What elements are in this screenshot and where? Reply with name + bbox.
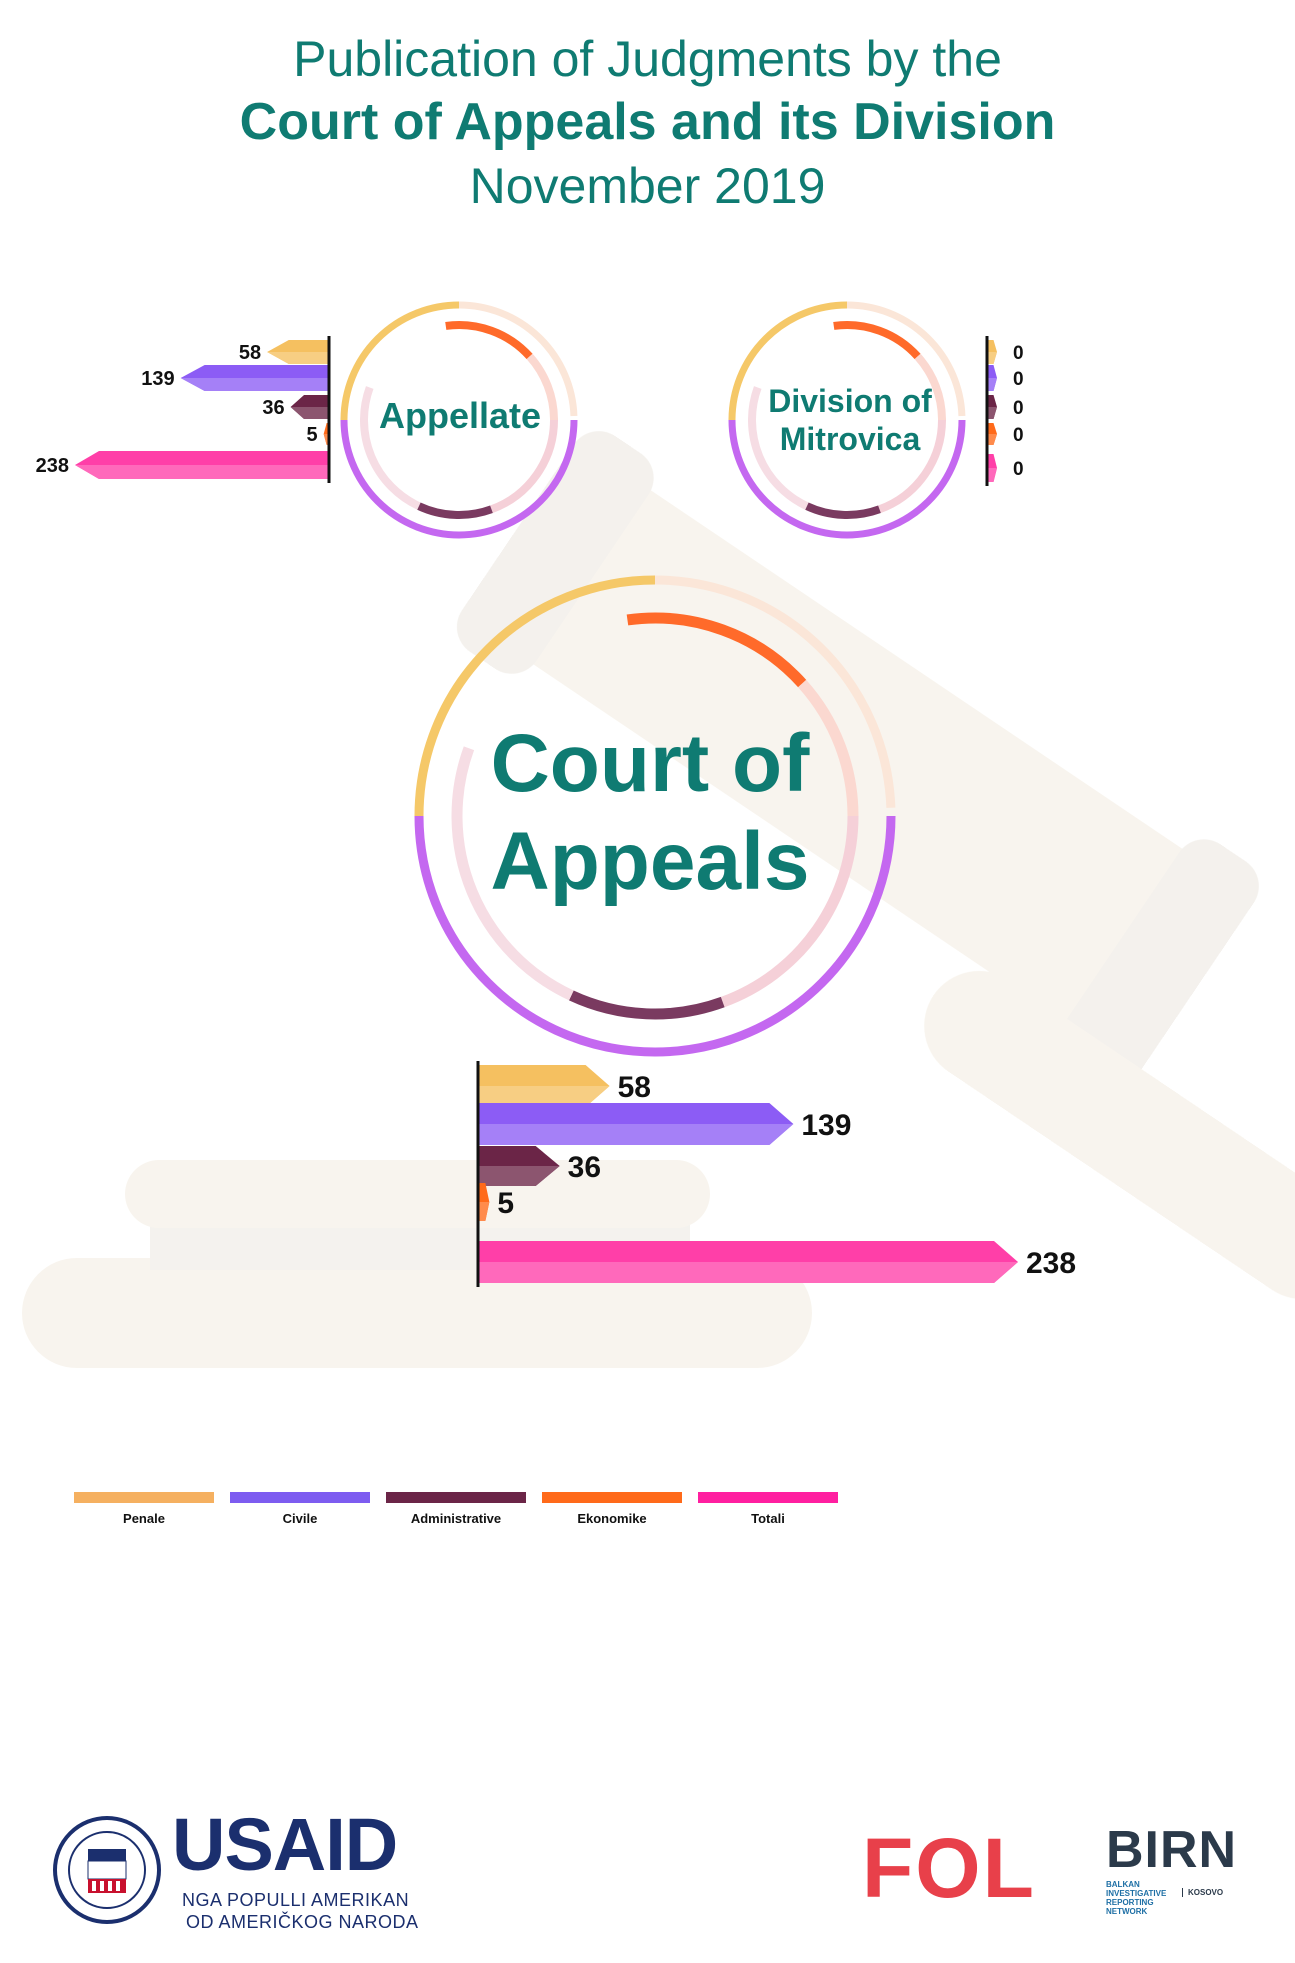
legend-swatch: [386, 1492, 526, 1503]
mitrovica-ring-outer-arc-bottom: [728, 419, 966, 539]
mitrovica-bar-ekonomike-shade: [987, 434, 997, 445]
court-ring-outer-arc-bottom: [414, 815, 896, 1057]
mitrovica-ring-outer-arc-top-right: [846, 301, 966, 417]
appellate-value-label-penale: 58: [239, 342, 261, 364]
usaid-tagline-2: OD AMERIČKOG NARODA: [186, 1912, 419, 1932]
legend-swatch: [542, 1492, 682, 1503]
appellate-value-label-ekonomike: 5: [307, 424, 318, 446]
court-bar-chart: 58 139 36 5 238: [476, 1061, 1076, 1287]
usaid-seal-logo: [53, 1816, 161, 1924]
appellate-ring-label: Appellate: [378, 395, 542, 436]
court-value-label-administrative: 36: [568, 1151, 601, 1184]
appellate-ring-outer-arc-top-left: [340, 301, 460, 421]
mitrovica-bar-chart: 0 0 0 0 0: [985, 336, 1024, 486]
mitrovica-ring-outer-arc-top-left: [728, 301, 848, 421]
mitrovica-ring-inner-arc-dark: [805, 502, 881, 519]
legend-label: Civile: [282, 1511, 318, 1526]
appellate-ring-outer-arc-top-right: [458, 301, 578, 417]
mitrovica-ring-label: Division of Mitrovica: [768, 383, 932, 457]
mitrovica-value-label-penale: 0: [1013, 343, 1024, 364]
appellate-ring-inner-arc-dark: [417, 502, 493, 519]
legend-swatch: [698, 1492, 838, 1503]
mitrovica-bar-totali-shade: [987, 468, 997, 482]
legend-item-civile: Civile: [230, 1492, 370, 1526]
court-value-label-civile: 139: [801, 1109, 851, 1142]
court-ring-inner-arc-faint: [451, 746, 574, 1001]
usaid-tagline-1: NGA POPULLI AMERIKAN: [182, 1890, 410, 1910]
legend-item-administrative: Administrative: [386, 1492, 526, 1526]
appellate-bar-totali-shade: [75, 465, 329, 479]
page-title-line-1: Publication of Judgments by the: [293, 31, 1002, 87]
legend-label: Administrative: [410, 1511, 502, 1526]
legend-label: Totali: [751, 1511, 785, 1526]
mitrovica-bar-administrative-shade: [987, 407, 997, 419]
court-bar-penale-shade: [478, 1086, 610, 1107]
legend-label: Ekonomike: [577, 1511, 647, 1526]
birn-logo: BIRN: [1106, 1821, 1238, 1879]
page-title-line-3: November 2019: [469, 158, 826, 214]
appellate-value-label-totali: 238: [36, 455, 69, 477]
legend-item-totali: Totali: [698, 1492, 838, 1526]
mitrovica-ring-inner-arc-pink: [878, 419, 946, 514]
legend-swatch: [230, 1492, 370, 1503]
ring-decorations: [340, 301, 966, 1057]
mitrovica-value-label-civile: 0: [1013, 369, 1024, 390]
court-bar-ekonomike-shade: [478, 1202, 490, 1221]
bar-charts: 58 139 36 5 238 0 0 0 0 0 58 139 36 5 238: [36, 336, 1076, 1287]
appellate-bar-civile-shade: [180, 378, 329, 391]
court-ring-inner-arc-light: [798, 679, 859, 817]
appellate-value-label-administrative: 36: [262, 397, 284, 419]
legend-swatch: [74, 1492, 214, 1503]
appellate-bar-chart: 58 139 36 5 238: [36, 336, 331, 483]
appellate-ring-inner-arc-orange: [445, 321, 533, 360]
birn-subtitle: BALKAN INVESTIGATIVE REPORTING NETWORK: [1106, 1880, 1167, 1916]
court-ring-outer-arc-top-right: [654, 575, 896, 808]
mitrovica-ring-inner-arc-light: [914, 353, 946, 421]
legend: Penale Civile Administrative Ekonomike T…: [74, 1492, 854, 1552]
court-value-label-penale: 58: [618, 1071, 651, 1104]
court-ring-inner-arc-pink: [720, 815, 859, 1008]
court-ring-outer-arc-top-left: [414, 575, 656, 817]
court-ring-inner-arc-dark: [568, 990, 725, 1020]
mitrovica-ring-inner-arc-orange: [833, 321, 921, 360]
mitrovica-bar-penale-shade: [987, 352, 997, 364]
mitrovica-value-label-totali: 0: [1013, 459, 1024, 480]
appellate-value-label-civile: 139: [141, 368, 174, 390]
legend-item-penale: Penale: [74, 1492, 214, 1526]
mitrovica-ring-inner-arc-faint: [748, 386, 809, 510]
appellate-bar-administrative-shade: [290, 407, 329, 419]
court-bar-civile-shade: [478, 1124, 794, 1145]
appellate-bar-penale-shade: [267, 352, 329, 364]
fol-logo: FOL: [862, 1821, 1036, 1915]
mitrovica-bar-civile-shade: [987, 378, 997, 391]
legend-item-ekonomike: Ekonomike: [542, 1492, 682, 1526]
appellate-ring-inner-arc-light: [526, 353, 558, 421]
court-bar-totali-shade: [478, 1262, 1018, 1283]
court-of-appeals-ring-label: Court of Appeals: [490, 718, 810, 907]
court-value-label-totali: 238: [1026, 1247, 1076, 1280]
mitrovica-value-label-ekonomike: 0: [1013, 425, 1024, 446]
appellate-ring-inner-arc-pink: [490, 419, 558, 514]
court-ring-inner-arc-orange: [626, 612, 807, 688]
legend-label: Penale: [123, 1511, 165, 1526]
appellate-ring-outer-arc-bottom: [340, 419, 578, 539]
mitrovica-value-label-administrative: 0: [1013, 398, 1024, 419]
court-bar-administrative-shade: [478, 1166, 560, 1186]
appellate-ring-inner-arc-faint: [360, 386, 421, 510]
court-value-label-ekonomike: 5: [497, 1187, 514, 1220]
page-title-line-2: Court of Appeals and its Division: [239, 93, 1056, 151]
birn-kosovo: KOSOVO: [1182, 1888, 1223, 1897]
usaid-logo: USAID: [172, 1803, 398, 1886]
